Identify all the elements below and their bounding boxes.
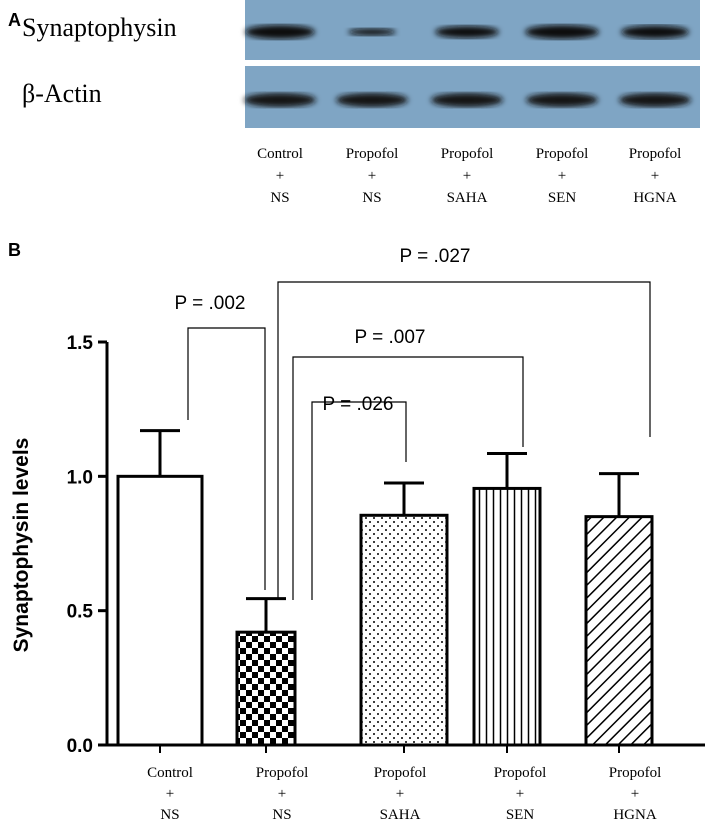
x-tick-label: + bbox=[166, 786, 174, 802]
blot-row-label: Synaptophysin bbox=[22, 13, 177, 42]
x-tick-label: Control bbox=[147, 765, 193, 781]
blot-band bbox=[431, 93, 503, 107]
x-tick-label: NS bbox=[160, 807, 179, 822]
lane-label: Control bbox=[257, 146, 303, 162]
lane-label: NS bbox=[270, 190, 289, 206]
p-value-label: P = .007 bbox=[355, 327, 426, 348]
x-tick-label: + bbox=[278, 786, 286, 802]
y-axis-title: Synaptophysin levels bbox=[10, 438, 33, 653]
blot-band bbox=[619, 93, 691, 107]
x-tick-label: HGNA bbox=[613, 807, 656, 822]
lane-label: SEN bbox=[548, 190, 577, 206]
x-tick-label: SAHA bbox=[380, 807, 421, 822]
y-tick-label: 0.0 bbox=[67, 736, 93, 757]
significance-bracket bbox=[292, 356, 524, 600]
lane-label: Propofol bbox=[346, 146, 399, 162]
significance-bracket bbox=[311, 401, 407, 600]
bar bbox=[472, 486, 542, 747]
blot-band bbox=[348, 28, 396, 36]
lane-label: + bbox=[368, 168, 376, 184]
blot-band bbox=[245, 25, 315, 39]
y-tick-label: 1.0 bbox=[67, 467, 93, 488]
blot-band bbox=[244, 93, 316, 107]
bar bbox=[584, 515, 654, 747]
x-tick-label: Propofol bbox=[494, 765, 547, 781]
lane-label: SAHA bbox=[447, 190, 488, 206]
blot-row-label: β-Actin bbox=[22, 79, 102, 108]
y-tick-label: 0.5 bbox=[67, 602, 94, 623]
blot-band bbox=[525, 25, 599, 39]
blot-band bbox=[336, 93, 408, 107]
lane-label: Propofol bbox=[441, 146, 494, 162]
x-tick-label: + bbox=[516, 786, 524, 802]
x-tick-label: Propofol bbox=[609, 765, 662, 781]
x-tick-label: SEN bbox=[506, 807, 535, 822]
lane-label: + bbox=[463, 168, 471, 184]
panel-label: B bbox=[8, 240, 21, 260]
p-value-label: P = .027 bbox=[400, 246, 471, 267]
lane-label: + bbox=[651, 168, 659, 184]
x-tick-label: NS bbox=[272, 807, 291, 822]
lane-label: + bbox=[276, 168, 284, 184]
blot-band bbox=[435, 26, 499, 38]
lane-label: + bbox=[558, 168, 566, 184]
y-tick-label: 1.5 bbox=[67, 333, 94, 354]
x-tick-label: Propofol bbox=[256, 765, 309, 781]
lane-label: Propofol bbox=[536, 146, 589, 162]
bar bbox=[116, 474, 204, 747]
panel-label: A bbox=[8, 10, 21, 30]
p-value-label: P = .026 bbox=[323, 394, 394, 415]
bar bbox=[235, 630, 297, 747]
p-value-label: P = .002 bbox=[175, 293, 246, 314]
lane-label: Propofol bbox=[629, 146, 682, 162]
bar bbox=[359, 513, 449, 747]
blot-band bbox=[621, 25, 689, 39]
lane-label: HGNA bbox=[633, 190, 676, 206]
x-tick-label: Propofol bbox=[374, 765, 427, 781]
blot-band bbox=[526, 93, 598, 107]
significance-bracket bbox=[187, 327, 266, 590]
lane-label: NS bbox=[362, 190, 381, 206]
significance-bracket bbox=[277, 281, 651, 600]
x-tick-label: + bbox=[631, 786, 639, 802]
x-tick-label: + bbox=[396, 786, 404, 802]
